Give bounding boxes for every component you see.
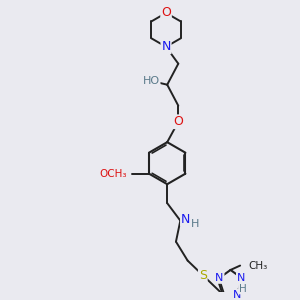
Text: HO: HO bbox=[142, 76, 160, 86]
Text: N: N bbox=[181, 213, 190, 226]
Text: H: H bbox=[239, 284, 247, 294]
Text: OCH₃: OCH₃ bbox=[100, 169, 127, 179]
Text: N: N bbox=[215, 273, 224, 283]
Text: H: H bbox=[191, 219, 199, 229]
Text: O: O bbox=[173, 115, 183, 128]
Text: S: S bbox=[199, 269, 207, 282]
Text: N: N bbox=[232, 290, 241, 300]
Text: N: N bbox=[161, 40, 171, 53]
Text: CH₃: CH₃ bbox=[248, 261, 267, 271]
Text: O: O bbox=[161, 6, 171, 20]
Text: N: N bbox=[237, 273, 245, 283]
